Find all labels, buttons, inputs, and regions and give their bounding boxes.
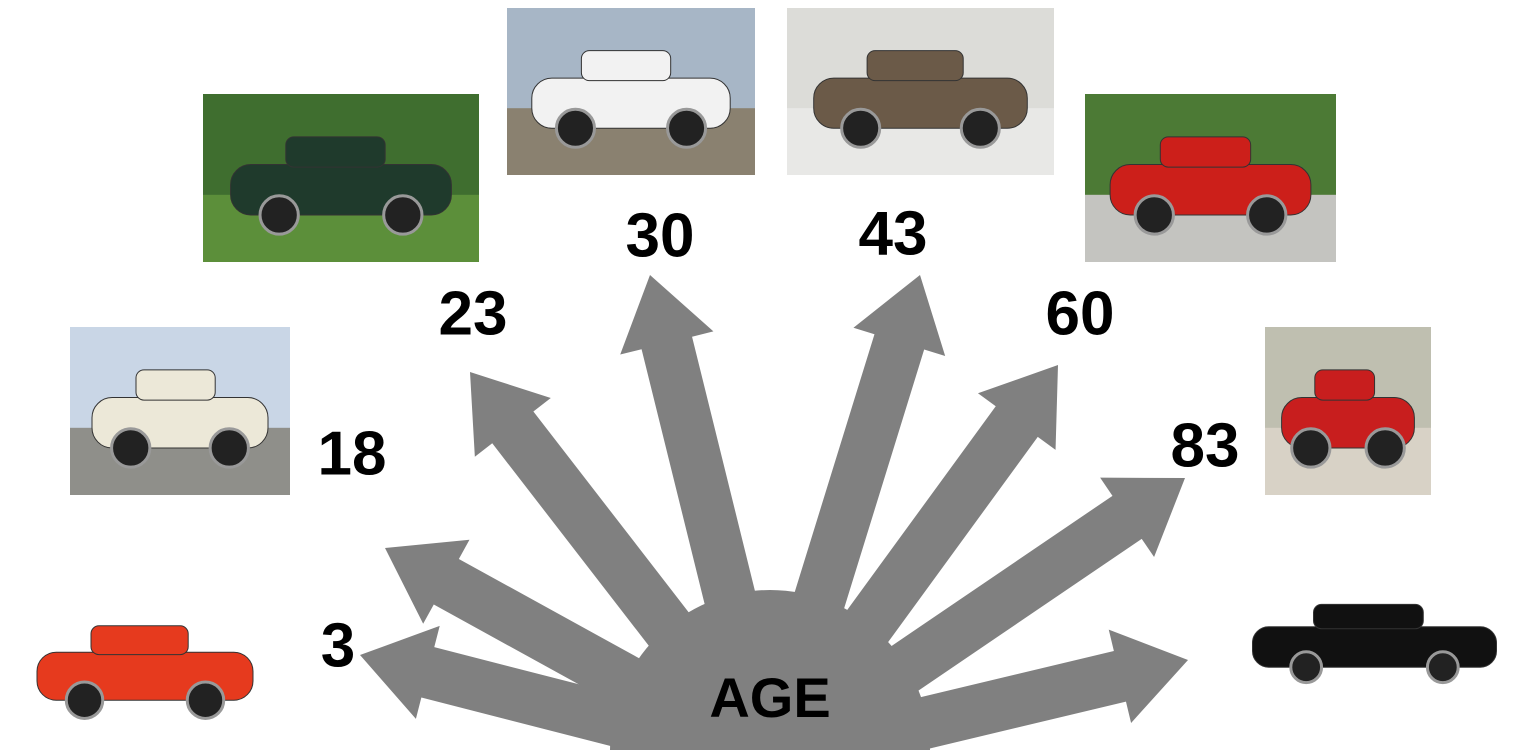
car-cabin: [1315, 370, 1375, 400]
car-wheel: [260, 196, 298, 234]
car-wheel: [210, 429, 248, 467]
car-cabin: [91, 626, 188, 655]
car-cabin: [1314, 604, 1424, 628]
car-wheel: [556, 109, 594, 147]
car-wheel: [1135, 196, 1173, 234]
car-cabin: [581, 51, 670, 81]
car-wheel: [961, 109, 999, 147]
car-cabin: [286, 137, 385, 167]
car-wheel: [668, 109, 706, 147]
center-label: AGE: [709, 666, 830, 729]
car-wheel: [1248, 196, 1286, 234]
car-wheel: [1366, 429, 1404, 467]
car-cabin: [1160, 137, 1250, 167]
car-wheel: [66, 682, 102, 718]
car-wheel: [187, 682, 223, 718]
stage-label: 23: [439, 279, 508, 348]
stage-label: 60: [1046, 279, 1115, 348]
car-wheel: [1291, 652, 1322, 683]
stage-label: 30: [626, 201, 695, 270]
car-cabin: [136, 370, 215, 400]
stage-label: 43: [859, 199, 928, 268]
car-wheel: [1427, 652, 1458, 683]
stage-label: 18: [318, 419, 387, 488]
stage-label: 3: [321, 611, 355, 680]
stage-label: 83: [1171, 411, 1240, 480]
car-wheel: [384, 196, 422, 234]
car-body: [1253, 627, 1497, 668]
car-cabin: [867, 51, 963, 81]
car-wheel: [842, 109, 880, 147]
age-diagram: AGE 3 18 23 30 43 60 83: [0, 0, 1528, 750]
car-wheel: [1292, 429, 1330, 467]
car-wheel: [112, 429, 150, 467]
